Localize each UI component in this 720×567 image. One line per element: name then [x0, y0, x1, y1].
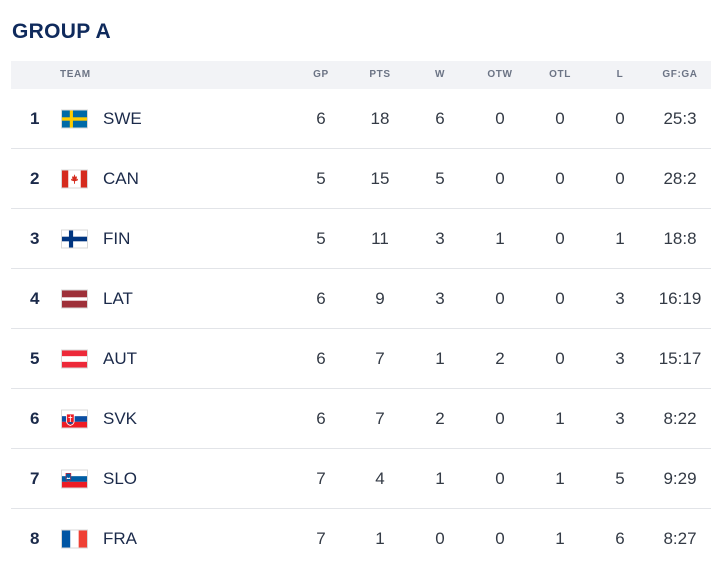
table-header: TEAM GP PTS W OTW OTL L GF:GA [11, 61, 711, 89]
header-otw: OTW [487, 69, 513, 80]
gp-value: 6 [316, 288, 326, 308]
pts-value: 7 [375, 408, 385, 428]
table-row: 6 SVK 6 7 2 0 1 3 8:22 [11, 389, 711, 449]
gp-value: 5 [316, 168, 326, 188]
rank: 5 [30, 348, 40, 368]
rank: 7 [30, 468, 40, 488]
rank: 6 [30, 408, 40, 428]
w-value: 6 [435, 108, 445, 128]
otw-value: 0 [495, 468, 505, 488]
gp-value: 7 [316, 468, 326, 488]
standings-table: TEAM GP PTS W OTW OTL L GF:GA 1 SWE 6 18… [11, 61, 711, 567]
gp-value: 7 [316, 529, 326, 548]
team-name[interactable]: SLO [103, 468, 138, 488]
header-gp: GP [313, 69, 329, 80]
header-w: W [434, 69, 446, 80]
w-value: 5 [435, 168, 445, 188]
w-value: 3 [435, 228, 445, 248]
gp-value: 6 [316, 108, 326, 128]
table-row: 1 SWE 6 18 6 0 0 0 25:3 [11, 89, 711, 149]
table-row: 2 CAN 5 15 5 0 0 0 28:2 [11, 149, 711, 209]
otl-value: 0 [555, 108, 565, 128]
otw-value: 0 [495, 288, 505, 308]
otw-value: 1 [495, 228, 505, 248]
w-value: 1 [435, 348, 445, 368]
rank: 8 [30, 529, 40, 548]
otl-value: 0 [555, 168, 565, 188]
rank: 1 [30, 108, 40, 128]
gfga-value: 15:17 [658, 348, 702, 368]
otw-value: 0 [495, 408, 505, 428]
canada-flag-icon [61, 169, 88, 188]
otl-value: 1 [555, 408, 565, 428]
rank: 4 [30, 288, 40, 308]
pts-value: 11 [371, 228, 389, 248]
header-team: TEAM [60, 69, 91, 80]
header-l: L [616, 69, 624, 80]
team-name[interactable]: LAT [103, 288, 133, 308]
sweden-flag-icon [61, 109, 88, 128]
l-value: 3 [615, 348, 625, 368]
pts-value: 4 [375, 468, 385, 488]
team-name[interactable]: CAN [103, 168, 139, 188]
team-name[interactable]: SWE [103, 108, 142, 128]
w-value: 3 [435, 288, 445, 308]
table-row: 3 FIN 5 11 3 1 0 1 18:8 [11, 209, 711, 269]
slovenia-flag-icon [61, 469, 88, 488]
team-name[interactable]: FIN [103, 228, 131, 248]
group-title: GROUP A [12, 20, 111, 43]
finland-flag-icon [61, 229, 88, 248]
team-name[interactable]: AUT [103, 348, 137, 368]
otl-value: 1 [555, 529, 565, 548]
w-value: 2 [435, 408, 445, 428]
pts-value: 15 [370, 168, 390, 188]
gfga-value: 18:8 [663, 228, 697, 248]
header-otl: OTL [549, 69, 571, 80]
gfga-value: 9:29 [663, 468, 697, 488]
header-pts: PTS [369, 69, 391, 80]
w-value: 0 [435, 529, 445, 548]
otl-value: 0 [555, 228, 565, 248]
gp-value: 6 [316, 408, 326, 428]
pts-value: 18 [370, 108, 390, 128]
otl-value: 1 [555, 468, 565, 488]
latvia-flag-icon [61, 289, 88, 308]
w-value: 1 [435, 468, 445, 488]
france-flag-icon [61, 529, 88, 549]
l-value: 5 [615, 468, 625, 488]
table-row: 7 SLO 7 4 1 0 1 5 9:29 [11, 449, 711, 509]
l-value: 3 [615, 288, 625, 308]
l-value: 0 [615, 108, 625, 128]
l-value: 3 [615, 408, 625, 428]
l-value: 1 [615, 228, 625, 248]
rank: 2 [30, 168, 40, 188]
table-row: 5 AUT 6 7 1 2 0 3 15:17 [11, 329, 711, 389]
slovakia-flag-icon [61, 409, 88, 428]
pts-value: 1 [375, 529, 385, 548]
header-gfga: GF:GA [662, 69, 698, 80]
team-name[interactable]: FRA [103, 529, 137, 548]
pts-value: 7 [375, 348, 385, 368]
table-row: 4 LAT 6 9 3 0 0 3 16:19 [11, 269, 711, 329]
otw-value: 2 [495, 348, 505, 368]
otw-value: 0 [495, 108, 505, 128]
gfga-value: 25:3 [663, 108, 697, 128]
table-row: 8 FRA 7 1 0 0 1 6 8:27 [11, 509, 711, 567]
otl-value: 0 [555, 288, 565, 308]
austria-flag-icon [61, 349, 88, 368]
gfga-value: 28:2 [663, 168, 697, 188]
l-value: 6 [615, 529, 625, 548]
gp-value: 6 [316, 348, 326, 368]
otl-value: 0 [555, 348, 565, 368]
gfga-value: 16:19 [658, 288, 702, 308]
pts-value: 9 [375, 288, 385, 308]
otw-value: 0 [495, 168, 505, 188]
gp-value: 5 [316, 228, 326, 248]
otw-value: 0 [495, 529, 505, 548]
rank: 3 [30, 228, 40, 248]
l-value: 0 [615, 168, 625, 188]
gfga-value: 8:22 [663, 408, 697, 428]
team-name[interactable]: SVK [103, 408, 138, 428]
gfga-value: 8:27 [663, 529, 697, 548]
